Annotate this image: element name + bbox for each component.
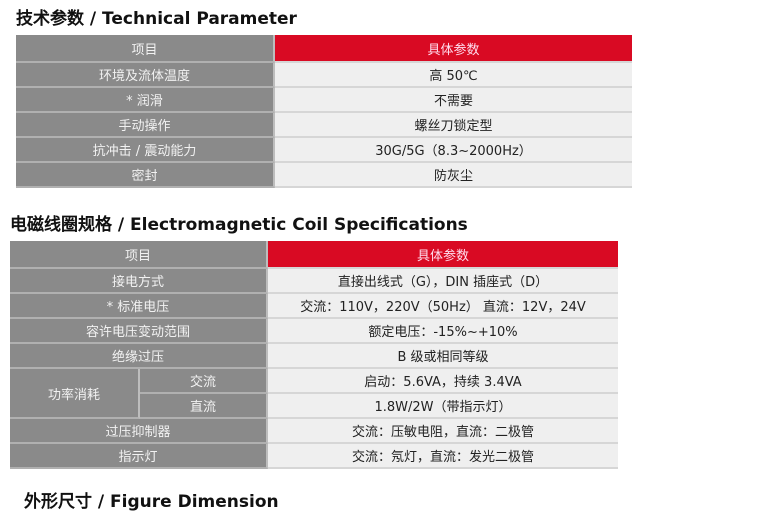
row-value: 直接出线式（G），DIN 插座式（D） <box>268 269 618 294</box>
table-row: 环境及流体温度高 50℃ <box>16 63 632 88</box>
row-label: * 润滑 <box>16 88 275 113</box>
table-row: 接电方式 直接出线式（G），DIN 插座式（D） <box>10 269 618 294</box>
row-value: 30G/5G（8.3~2000Hz） <box>275 138 632 163</box>
row-label: 密封 <box>16 163 275 188</box>
power-ac-label: 交流 <box>140 369 268 394</box>
table-row: 抗冲击 / 震动能力 30G/5G（8.3~2000Hz） <box>16 138 632 163</box>
table-row: 密封 防灰尘 <box>16 163 632 188</box>
header-value: 具体参数 <box>268 241 618 269</box>
power-dc-label: 直流 <box>140 394 268 419</box>
row-value: 不需要 <box>275 88 632 113</box>
row-value: 螺丝刀锁定型 <box>275 113 632 138</box>
header-item: 项目 <box>10 241 268 269</box>
section-title-technical-parameter: 技术参数 / Technical Parameter <box>16 9 297 29</box>
row-label: 过压抑制器 <box>10 419 268 444</box>
row-label: 手动操作 <box>16 113 275 138</box>
table-row: * 润滑 不需要 <box>16 88 632 113</box>
power-ac-value: 启动：5.6VA，持续 3.4VA <box>268 369 618 394</box>
table-row: 过压抑制器 交流：压敏电阻，直流：二极管 <box>10 419 618 444</box>
row-label: 容许电压变动范围 <box>10 319 268 344</box>
header-item: 项目 <box>16 35 275 63</box>
row-value: 交流：110V，220V（50Hz） 直流：12V，24V <box>268 294 618 319</box>
table-header: 项目 具体参数 <box>16 35 632 63</box>
table-row: 绝缘过压 B 级或相同等级 <box>10 344 618 369</box>
table-row: 直流 1.8W/2W（带指示灯） <box>10 394 618 419</box>
technical-parameter-table: 项目 具体参数 环境及流体温度高 50℃ * 润滑 不需要 手动操作 螺丝刀锁定型 … <box>16 35 632 188</box>
row-label: 绝缘过压 <box>10 344 268 369</box>
row-label: * 标准电压 <box>10 294 268 319</box>
section-title-coil-specifications: 电磁线圈规格 / Electromagnetic Coil Specificat… <box>10 215 468 235</box>
row-value: B 级或相同等级 <box>268 344 618 369</box>
table-row: 容许电压变动范围 额定电压：-15%~+10% <box>10 319 618 344</box>
row-label: 抗冲击 / 震动能力 <box>16 138 275 163</box>
coil-specifications-table: 项目 具体参数 接电方式 直接出线式（G），DIN 插座式（D） * 标准电压 交流… <box>10 241 618 469</box>
section-title-figure-dimension: 外形尺寸 / Figure Dimension <box>24 492 279 512</box>
row-value: 高 50℃ <box>275 63 632 88</box>
row-value: 交流：氖灯，直流：发光二极管 <box>268 444 618 469</box>
row-value: 额定电压：-15%~+10% <box>268 319 618 344</box>
row-label: 环境及流体温度 <box>16 63 275 88</box>
header-value: 具体参数 <box>275 35 632 63</box>
table-row: 功率消耗 交流 启动：5.6VA，持续 3.4VA <box>10 369 618 419</box>
row-value: 交流：压敏电阻，直流：二极管 <box>268 419 618 444</box>
power-dc-value: 1.8W/2W（带指示灯） <box>268 394 618 419</box>
table-row: * 标准电压 交流：110V，220V（50Hz） 直流：12V，24V <box>10 294 618 319</box>
table-row: 指示灯 交流：氖灯，直流：发光二极管 <box>10 444 618 469</box>
row-label: 指示灯 <box>10 444 268 469</box>
table-row: 手动操作 螺丝刀锁定型 <box>16 113 632 138</box>
row-value: 防灰尘 <box>275 163 632 188</box>
power-consumption-label: 功率消耗 <box>10 369 140 419</box>
table-header: 项目 具体参数 <box>10 241 618 269</box>
row-label: 接电方式 <box>10 269 268 294</box>
